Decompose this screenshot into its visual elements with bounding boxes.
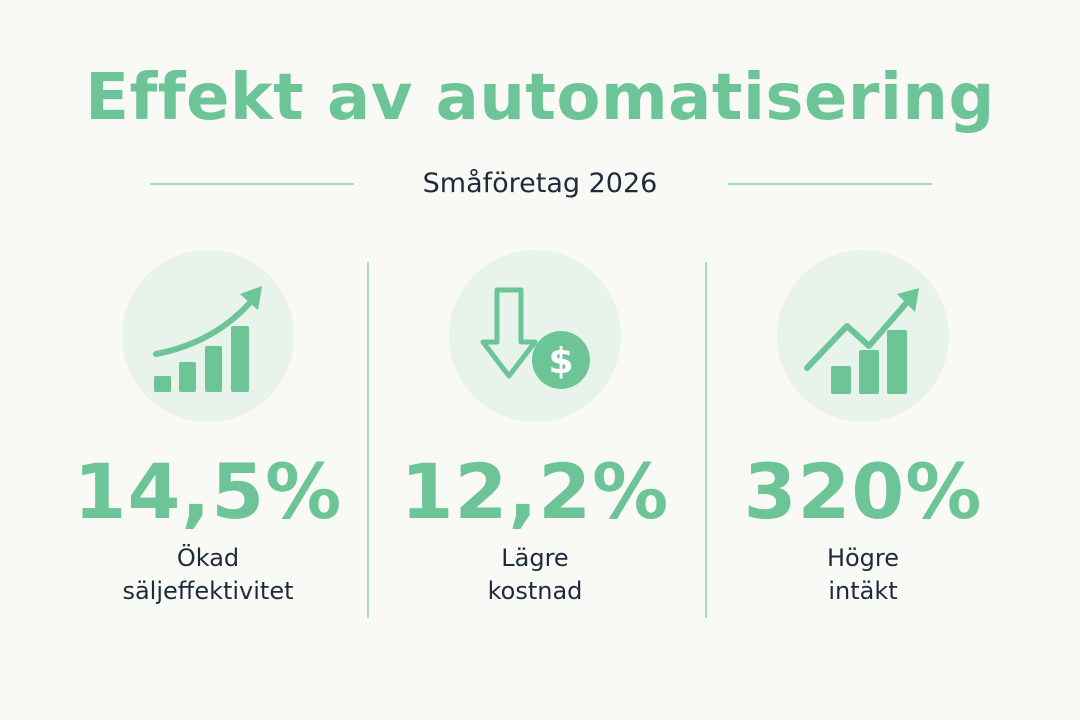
- subtitle-rule-right: [728, 183, 932, 185]
- stat-label-line: Högre: [826, 544, 900, 572]
- stat-label: Ökad säljeffektivitet: [58, 542, 358, 608]
- stat-label-line: Ökad: [176, 544, 240, 572]
- bar-chart-growth-line-icon: [777, 250, 949, 422]
- subtitle-rule-left: [150, 183, 354, 185]
- stat-label: Högre intäkt: [713, 542, 1013, 608]
- subtitle-row: Småföretag 2026: [0, 162, 1080, 206]
- stat-lower-cost: $ 12,2% Lägre kostnad: [385, 250, 685, 608]
- subtitle: Småföretag 2026: [422, 168, 658, 199]
- column-divider: [705, 262, 707, 618]
- column-divider: [367, 262, 369, 618]
- stat-higher-revenue: 320% Högre intäkt: [713, 250, 1013, 608]
- stat-label-line: Lägre: [501, 544, 569, 572]
- page-title: Effekt av automatisering: [85, 61, 995, 135]
- svg-text:$: $: [548, 341, 573, 382]
- stat-value: 14,5%: [73, 447, 343, 536]
- arrow-down-dollar-svg: $: [480, 287, 590, 389]
- stat-value: 320%: [743, 447, 983, 536]
- stat-label-line: intäkt: [828, 577, 898, 605]
- stat-label-line: kostnad: [487, 577, 583, 605]
- stat-sales-efficiency: 14,5% Ökad säljeffektivitet: [58, 250, 358, 608]
- arrow-down-dollar-icon: $: [449, 250, 621, 422]
- stat-label: Lägre kostnad: [385, 542, 685, 608]
- stat-label-line: säljeffektivitet: [122, 577, 294, 605]
- stat-value: 12,2%: [400, 447, 670, 536]
- bar-chart-growth-line-svg: [804, 288, 919, 394]
- bar-chart-trend-up-icon: [122, 250, 294, 422]
- bar-chart-trend-up-svg: [153, 286, 262, 392]
